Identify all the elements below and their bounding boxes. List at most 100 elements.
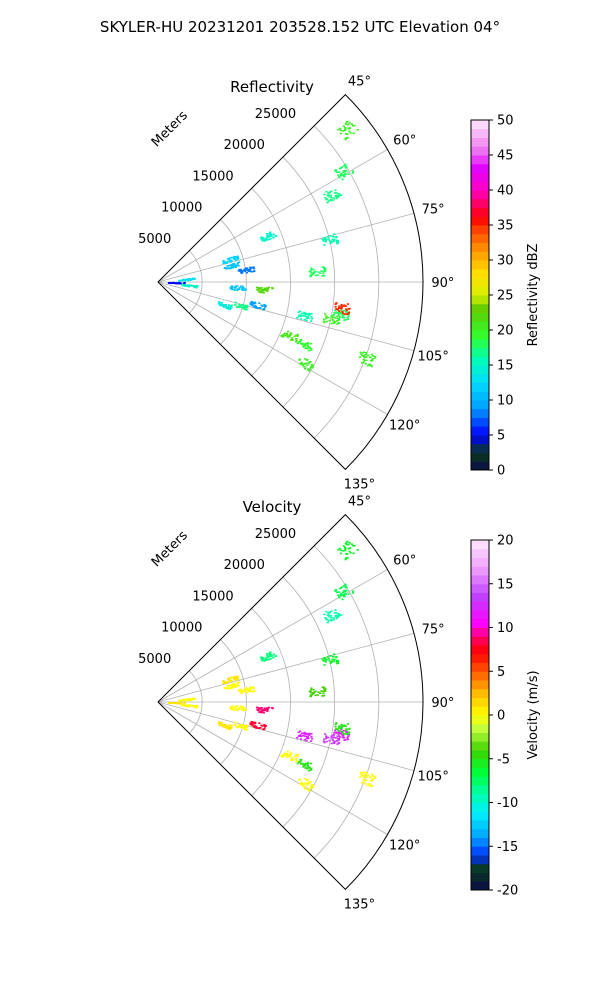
echo-gate <box>301 763 304 765</box>
echo-gate <box>342 585 346 587</box>
echo-gate <box>334 309 337 312</box>
echo-gate <box>291 339 294 341</box>
echo-gate <box>325 317 328 320</box>
echo-gate <box>229 725 232 727</box>
echo-gate <box>241 706 245 709</box>
echo-gate <box>289 754 292 756</box>
echo-gate <box>252 725 255 728</box>
echo-gate <box>252 305 255 308</box>
echo-gate <box>334 589 338 592</box>
colorbar-label: Reflectivity dBZ <box>526 244 541 347</box>
echo-gate <box>342 545 345 547</box>
echo-gate <box>191 277 194 280</box>
echo-gate <box>323 690 327 693</box>
echo-gate <box>193 285 196 287</box>
echo-gate <box>235 306 239 308</box>
echo-gate <box>334 725 337 728</box>
echo-gate <box>319 272 322 274</box>
echo-gate <box>346 553 349 555</box>
echo-gate <box>369 776 372 778</box>
echo-gate <box>336 311 340 314</box>
echo-gate <box>333 192 336 194</box>
echo-gate <box>341 171 345 174</box>
echo-gate <box>344 163 347 166</box>
echo-gate <box>362 358 365 361</box>
echo-gate <box>227 304 231 306</box>
echo-gate <box>351 172 354 174</box>
echo-gate <box>344 547 347 550</box>
echo-gate <box>230 304 233 307</box>
echo-gate <box>307 314 310 316</box>
colorbar-band <box>471 435 489 445</box>
echo-gate <box>335 660 338 663</box>
echo-gate <box>270 233 273 236</box>
echo-gate <box>335 617 338 620</box>
echo-gate <box>371 775 375 777</box>
echo-gate <box>364 353 368 356</box>
echo-gate <box>286 334 289 336</box>
echo-gate <box>342 315 345 317</box>
echo-gate <box>264 289 267 292</box>
echo-gate <box>366 364 370 367</box>
echo-gate <box>238 287 241 289</box>
echo-gate <box>344 739 347 741</box>
echo-gate <box>343 736 346 739</box>
echo-gate <box>303 318 306 321</box>
echo-gate <box>338 306 341 308</box>
echo-gate <box>330 315 333 318</box>
colorbar-band <box>471 837 489 847</box>
echo-gate <box>324 241 327 243</box>
echo-gate <box>306 313 309 316</box>
echo-gate <box>288 755 291 758</box>
echo-gate <box>220 304 224 306</box>
echo-gate <box>336 659 340 662</box>
echo-gate <box>237 678 240 680</box>
echo-gate <box>333 731 336 734</box>
echo-gate <box>335 656 338 659</box>
echo-gate <box>236 289 239 292</box>
echo-gate <box>309 690 312 693</box>
echo-gate <box>226 685 229 687</box>
theta-tick-label: 135° <box>344 477 375 492</box>
panel-title: Reflectivity <box>230 78 314 96</box>
echo-cluster <box>334 302 351 316</box>
colorbar-tick-label: 45 <box>497 149 514 164</box>
echo-gate <box>333 740 336 743</box>
colorbar-band <box>471 575 489 585</box>
echo-gate <box>347 123 350 126</box>
echo-gate <box>305 739 308 742</box>
echo-gate <box>302 784 305 787</box>
echo-gate <box>371 778 374 780</box>
echo-gate <box>302 765 305 768</box>
echo-gate <box>268 658 271 661</box>
echo-gate <box>291 759 294 761</box>
echo-gate <box>240 692 243 695</box>
echo-gate <box>245 728 248 731</box>
echo-gate <box>327 620 330 622</box>
echo-gate <box>309 274 312 276</box>
echo-gate <box>246 687 249 690</box>
echo-gate <box>338 725 341 727</box>
echo-gate <box>309 270 312 273</box>
echo-gate <box>263 303 266 306</box>
echo-gate <box>250 686 253 689</box>
echo-gate <box>334 189 337 191</box>
echo-gate <box>307 349 311 352</box>
colorbar-band <box>471 697 489 707</box>
colorbar-band <box>471 618 489 628</box>
echo-gate <box>346 137 349 139</box>
echo-gate <box>249 266 252 269</box>
echo-gate <box>185 698 188 701</box>
echo-gate <box>364 773 368 776</box>
echo-gate <box>370 780 373 782</box>
echo-gate <box>338 193 341 195</box>
echo-gate <box>309 694 312 696</box>
echo-gate <box>233 709 236 711</box>
colorbar-band <box>471 802 489 812</box>
sector-frame <box>157 513 424 891</box>
echo-gate <box>337 742 340 744</box>
echo-gate <box>341 178 344 181</box>
colorbar-band <box>471 653 489 663</box>
colorbar-tick-label: 10 <box>497 621 514 636</box>
echo-gate <box>296 762 299 765</box>
